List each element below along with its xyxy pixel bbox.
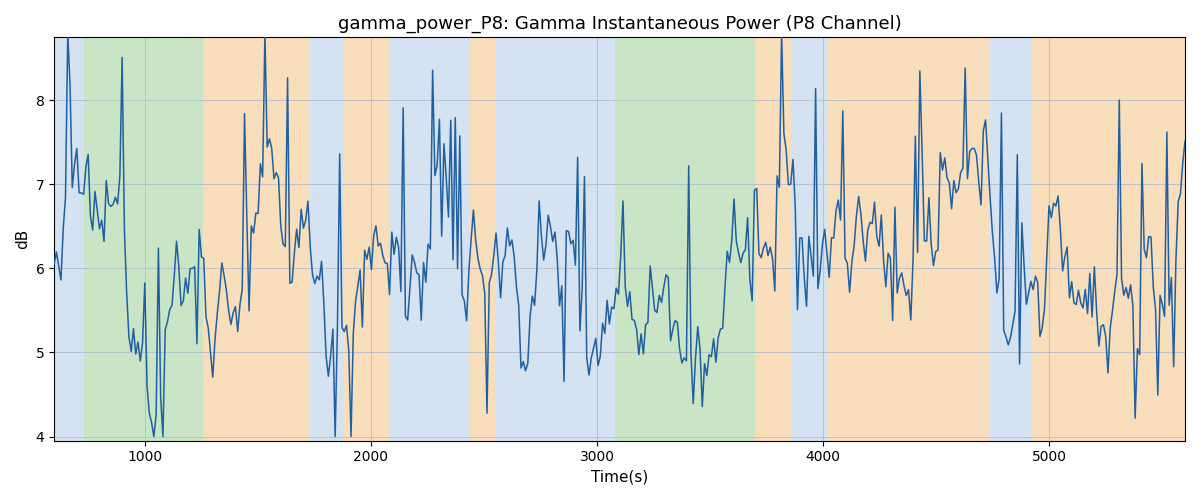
X-axis label: Time(s): Time(s) — [590, 470, 648, 485]
Bar — [1031, 38, 1186, 440]
Bar — [310, 38, 343, 440]
Title: gamma_power_P8: Gamma Instantaneous Power (P8 Channel): gamma_power_P8: Gamma Instantaneous Powe… — [337, 15, 901, 34]
Bar — [755, 38, 792, 440]
Y-axis label: dB: dB — [16, 229, 30, 249]
Bar — [54, 38, 84, 440]
Bar — [828, 38, 990, 440]
Bar — [616, 38, 755, 440]
Bar — [792, 38, 828, 440]
Bar — [84, 38, 204, 440]
Bar — [496, 38, 616, 440]
Bar — [389, 38, 470, 440]
Bar — [204, 38, 310, 440]
Bar — [343, 38, 389, 440]
Bar — [470, 38, 496, 440]
Bar — [990, 38, 1031, 440]
